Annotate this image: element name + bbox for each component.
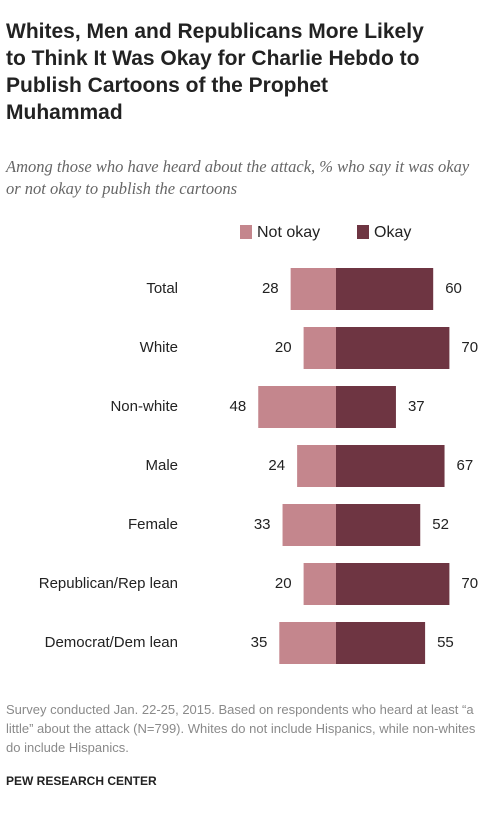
legend-swatch [357, 225, 369, 239]
bar-not-okay [279, 622, 336, 664]
value-label: 67 [457, 457, 474, 474]
legend-label: Not okay [257, 224, 320, 241]
value-label: 37 [408, 398, 425, 415]
category-label: White [140, 339, 178, 356]
category-label: Non-white [110, 398, 178, 415]
value-label: 52 [432, 516, 449, 533]
source: PEW RESEARCH CENTER [6, 774, 157, 788]
value-label: 48 [230, 398, 247, 415]
category-label: Republican/Rep lean [39, 575, 178, 592]
bar-not-okay [258, 386, 336, 428]
chart-title: Whites, Men and Republicans More Likely … [6, 20, 424, 124]
bar-okay [336, 386, 396, 428]
value-label: 70 [461, 575, 478, 592]
chart: Not okay Okay Total 28 60 White 20 70 Non-white 4… [39, 224, 478, 664]
bar-okay [336, 622, 426, 664]
category-label: Democrat/Dem lean [45, 634, 178, 651]
value-label: 70 [461, 339, 478, 356]
bar-okay [336, 445, 445, 487]
bar-okay [336, 268, 434, 310]
chart-subtitle: Among those who have heard about the att… [6, 157, 470, 198]
category-label: Male [145, 457, 178, 474]
value-label: 33 [254, 516, 271, 533]
bar-not-okay [303, 327, 336, 369]
bar-okay [336, 563, 450, 605]
bar-not-okay [290, 268, 336, 310]
bar-not-okay [303, 563, 336, 605]
note: Survey conducted Jan. 22-25, 2015. Based… [6, 702, 476, 755]
value-label: 20 [275, 575, 292, 592]
bar-not-okay [282, 504, 336, 546]
value-label: 35 [251, 634, 268, 651]
category-label: Female [128, 516, 178, 533]
value-label: 28 [262, 280, 279, 297]
legend-swatch [240, 225, 252, 239]
value-label: 60 [445, 280, 462, 297]
bar-not-okay [297, 445, 336, 487]
value-label: 55 [437, 634, 454, 651]
legend-label: Okay [374, 224, 411, 241]
value-label: 20 [275, 339, 292, 356]
category-label: Total [146, 280, 178, 297]
bar-okay [336, 504, 421, 546]
value-label: 24 [268, 457, 285, 474]
bar-okay [336, 327, 450, 369]
